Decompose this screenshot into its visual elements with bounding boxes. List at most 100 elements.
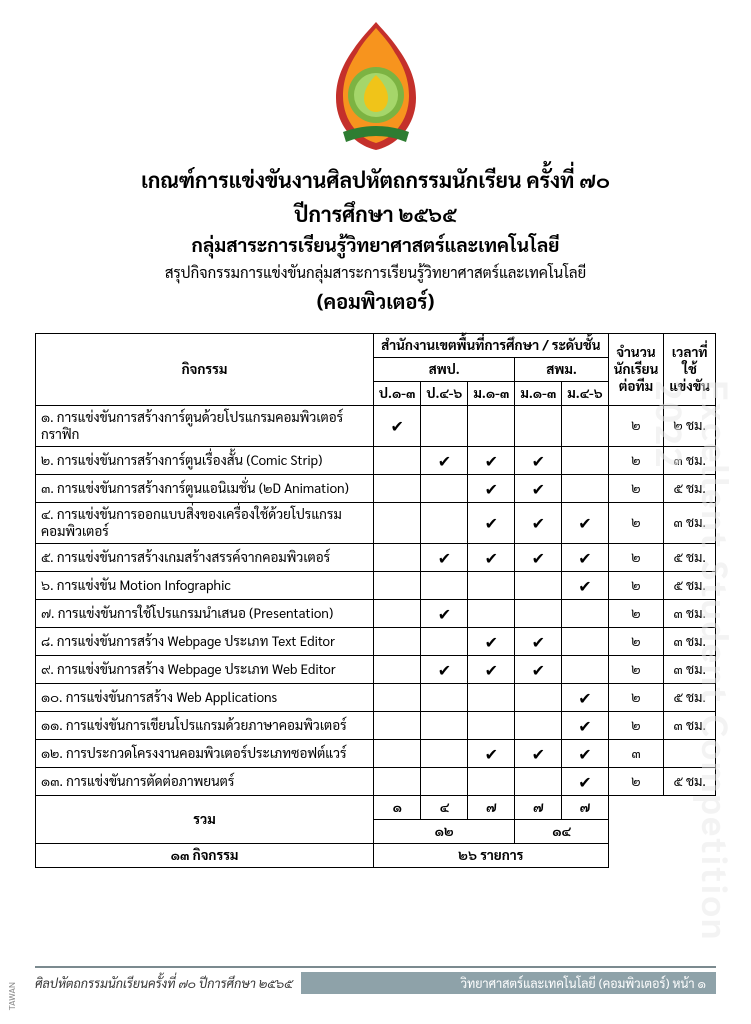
table-row: ๔. การแข่งขันการออกแบบสิ่งของเครื่องใช้ด… bbox=[36, 502, 716, 543]
duration bbox=[664, 739, 716, 767]
check-cell: ✔ bbox=[562, 571, 608, 599]
page-footer: ศิลปหัตถกรรมนักเรียนครั้งที่ ๗๐ ปีการศึก… bbox=[35, 966, 716, 994]
check-cell: ✔ bbox=[421, 543, 468, 571]
check-cell bbox=[421, 502, 468, 543]
team-size: ๒ bbox=[608, 543, 664, 571]
check-cell bbox=[374, 767, 421, 795]
team-size: ๒ bbox=[608, 446, 664, 474]
check-cell: ✔ bbox=[468, 543, 515, 571]
activity-name: ๓. การแข่งขันการสร้างการ์ตูนแอนิเมชั่น (… bbox=[36, 474, 374, 502]
activity-name: ๗. การแข่งขันการใช้โปรแกรมนำเสนอ (Presen… bbox=[36, 599, 374, 627]
activity-name: ๑. การแข่งขันการสร้างการ์ตูนด้วยโปรแกรมค… bbox=[36, 405, 374, 446]
sum-c3: ๗ bbox=[468, 795, 515, 819]
team-size: ๒ bbox=[608, 627, 664, 655]
team-size: ๒ bbox=[608, 571, 664, 599]
duration: ๕ ชม. bbox=[664, 767, 716, 795]
check-cell: ✔ bbox=[515, 627, 562, 655]
table-row: ๑. การแข่งขันการสร้างการ์ตูนด้วยโปรแกรมค… bbox=[36, 405, 716, 446]
check-cell: ✔ bbox=[515, 474, 562, 502]
check-cell bbox=[468, 711, 515, 739]
check-cell bbox=[562, 599, 608, 627]
activity-name: ๑๓. การแข่งขันการตัดต่อภาพยนตร์ bbox=[36, 767, 374, 795]
check-cell bbox=[421, 405, 468, 446]
sum-sub1: ๑๒ bbox=[374, 819, 515, 843]
check-cell bbox=[562, 405, 608, 446]
check-cell bbox=[374, 474, 421, 502]
sum-c1: ๑ bbox=[374, 795, 421, 819]
check-cell: ✔ bbox=[374, 405, 421, 446]
activity-name: ๘. การแข่งขันการสร้าง Webpage ประเภท Tex… bbox=[36, 627, 374, 655]
check-cell bbox=[562, 446, 608, 474]
check-cell: ✔ bbox=[421, 655, 468, 683]
check-cell: ✔ bbox=[562, 502, 608, 543]
col-m13b: ม.๑-๓ bbox=[515, 381, 562, 405]
table-row: ๑๒. การประกวดโครงงานคอมพิวเตอร์ประเภทซอฟ… bbox=[36, 739, 716, 767]
table-row: ๘. การแข่งขันการสร้าง Webpage ประเภท Tex… bbox=[36, 627, 716, 655]
check-cell bbox=[515, 683, 562, 711]
check-cell bbox=[421, 627, 468, 655]
duration: ๓ ชม. bbox=[664, 599, 716, 627]
check-cell: ✔ bbox=[468, 502, 515, 543]
title-line-1: เกณฑ์การแข่งขันงานศิลปหัตถกรรมนักเรียน ค… bbox=[35, 163, 716, 197]
duration: ๕ ชม. bbox=[664, 543, 716, 571]
check-cell: ✔ bbox=[562, 767, 608, 795]
activity-name: ๙. การแข่งขันการสร้าง Webpage ประเภท Web… bbox=[36, 655, 374, 683]
table-row: ๑๐. การแข่งขันการสร้าง Web Applications✔… bbox=[36, 683, 716, 711]
check-cell: ✔ bbox=[468, 739, 515, 767]
team-size: ๒ bbox=[608, 599, 664, 627]
duration: ๕ ชม. bbox=[664, 683, 716, 711]
check-cell bbox=[374, 571, 421, 599]
table-row: ๑๓. การแข่งขันการตัดต่อภาพยนตร์✔๒๕ ชม. bbox=[36, 767, 716, 795]
col-area-group: สำนักงานเขตพื้นที่การศึกษา / ระดับชั้น bbox=[374, 333, 609, 357]
title-line-3: กลุ่มสาระการเรียนรู้วิทยาศาสตร์และเทคโนโ… bbox=[35, 230, 716, 260]
table-row: ๖. การแข่งขัน Motion Infographic✔๒๕ ชม. bbox=[36, 571, 716, 599]
check-cell bbox=[515, 711, 562, 739]
check-cell: ✔ bbox=[468, 627, 515, 655]
sum-c2: ๔ bbox=[421, 795, 468, 819]
check-cell bbox=[374, 655, 421, 683]
check-cell: ✔ bbox=[562, 683, 608, 711]
check-cell: ✔ bbox=[562, 543, 608, 571]
check-cell bbox=[374, 711, 421, 739]
footer-right: วิทยาศาสตร์และเทคโนโลยี (คอมพิวเตอร์) หน… bbox=[301, 972, 716, 994]
check-cell bbox=[515, 405, 562, 446]
col-time: เวลาที่ใช้แข่งขัน bbox=[664, 333, 716, 405]
activity-name: ๑๒. การประกวดโครงงานคอมพิวเตอร์ประเภทซอฟ… bbox=[36, 739, 374, 767]
duration: ๓ ชม. bbox=[664, 502, 716, 543]
check-cell bbox=[562, 474, 608, 502]
sum-c5: ๗ bbox=[562, 795, 608, 819]
team-size: ๓ bbox=[608, 739, 664, 767]
check-cell: ✔ bbox=[515, 543, 562, 571]
duration: ๒ ชม. bbox=[664, 405, 716, 446]
activities-table: กิจกรรม สำนักงานเขตพื้นที่การศึกษา / ระด… bbox=[35, 333, 716, 868]
check-cell: ✔ bbox=[421, 599, 468, 627]
sum-c4: ๗ bbox=[515, 795, 562, 819]
sum-sub2: ๑๔ bbox=[515, 819, 608, 843]
activity-name: ๖. การแข่งขัน Motion Infographic bbox=[36, 571, 374, 599]
check-cell bbox=[374, 502, 421, 543]
sum-blank bbox=[608, 795, 715, 867]
title-line-5: (คอมพิวเตอร์) bbox=[35, 285, 716, 317]
team-size: ๒ bbox=[608, 405, 664, 446]
team-size: ๒ bbox=[608, 711, 664, 739]
check-cell bbox=[468, 767, 515, 795]
check-cell bbox=[562, 627, 608, 655]
duration: ๓ ชม. bbox=[664, 446, 716, 474]
table-row: ๙. การแข่งขันการสร้าง Webpage ประเภท Web… bbox=[36, 655, 716, 683]
table-row: ๑๑. การแข่งขันการเขียนโปรแกรมด้วยภาษาคอม… bbox=[36, 711, 716, 739]
table-row: ๓. การแข่งขันการสร้างการ์ตูนแอนิเมชั่น (… bbox=[36, 474, 716, 502]
team-size: ๒ bbox=[608, 502, 664, 543]
col-m46: ม.๔-๖ bbox=[562, 381, 608, 405]
title-line-2: ปีการศึกษา ๒๕๖๕ bbox=[35, 197, 716, 231]
check-cell bbox=[374, 599, 421, 627]
col-spp: สพป. bbox=[374, 357, 515, 381]
check-cell: ✔ bbox=[468, 474, 515, 502]
check-cell bbox=[468, 683, 515, 711]
col-spm: สพม. bbox=[515, 357, 608, 381]
check-cell: ✔ bbox=[515, 655, 562, 683]
check-cell bbox=[515, 571, 562, 599]
logo-container bbox=[35, 20, 716, 155]
check-cell bbox=[421, 571, 468, 599]
table-row: ๕. การแข่งขันการสร้างเกมสร้างสรรค์จากคอม… bbox=[36, 543, 716, 571]
team-size: ๒ bbox=[608, 683, 664, 711]
